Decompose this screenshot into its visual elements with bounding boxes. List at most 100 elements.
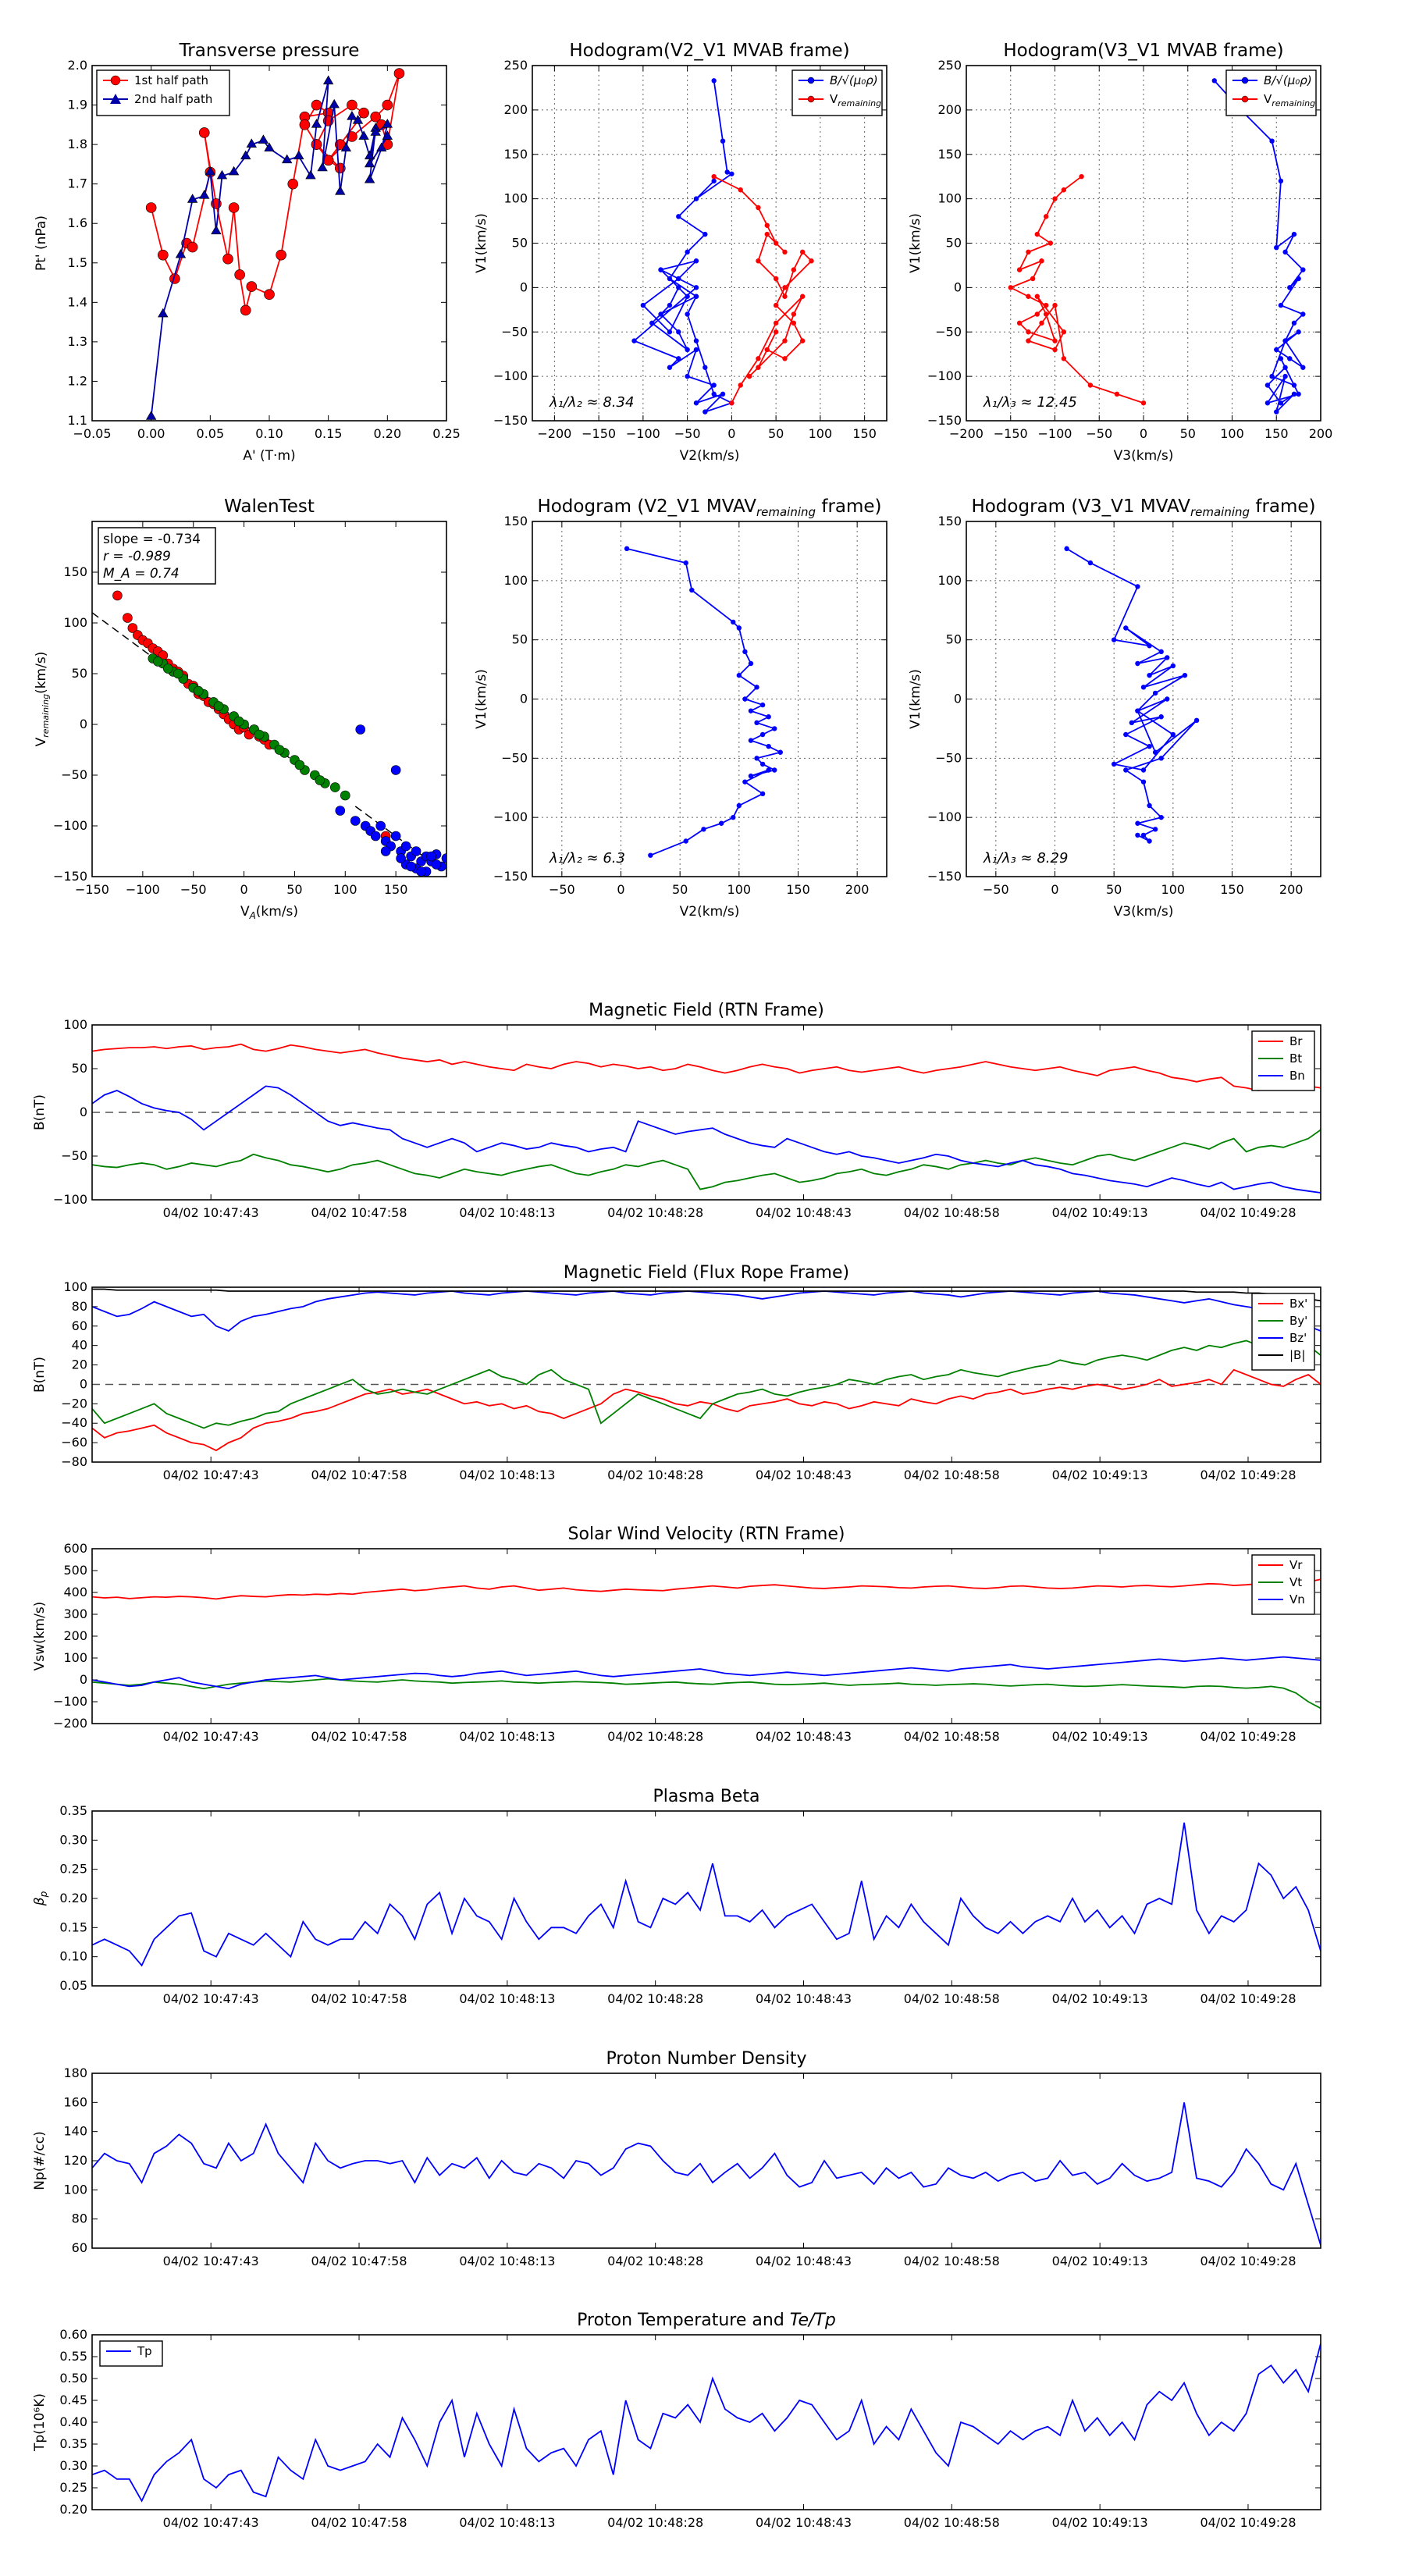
y-tick-label: 250 <box>937 58 962 73</box>
data-point <box>1278 302 1284 308</box>
data-point <box>667 329 673 335</box>
series-line-B/√(μ₀ρ) <box>632 80 734 413</box>
x-tick-label: 04/02 10:48:13 <box>459 2254 555 2268</box>
x-tick-label: 04/02 10:48:13 <box>459 1468 555 1482</box>
data-point <box>145 411 157 420</box>
legend-tpp: Tp <box>99 2340 163 2367</box>
data-point <box>322 75 334 85</box>
series-tpp-0 <box>92 2343 1321 2503</box>
data-point <box>1211 78 1218 84</box>
data-point <box>1264 400 1271 406</box>
data-point <box>711 78 717 84</box>
data-point <box>685 249 690 255</box>
stats-box <box>98 527 216 585</box>
series-line-B/√(μ₀ρ) <box>1214 80 1304 415</box>
x-tick-label: 04/02 10:49:13 <box>1052 1205 1148 1220</box>
data-point <box>748 708 754 713</box>
data-point <box>1165 696 1170 702</box>
data-point <box>759 791 766 797</box>
chart-title-h13: Hodogram(V3_V1 MVAB frame) <box>1003 41 1283 61</box>
x-tick-label: 04/02 10:47:58 <box>311 1205 407 1220</box>
x-tick-label: 04/02 10:47:43 <box>163 1468 259 1482</box>
y-tick-label: −50 <box>935 324 962 339</box>
x-tick-label: 04/02 10:47:58 <box>311 1468 407 1482</box>
data-point <box>640 302 646 308</box>
data-point <box>736 625 742 631</box>
data-point <box>335 186 346 195</box>
data-point <box>1026 294 1031 299</box>
data-point <box>305 169 316 180</box>
data-point <box>234 269 245 280</box>
data-point <box>1296 391 1301 397</box>
data-point <box>773 329 779 335</box>
data-point <box>1274 409 1279 415</box>
data-point <box>1291 320 1297 326</box>
data-point <box>1026 249 1031 255</box>
data-point <box>228 202 240 213</box>
data-point <box>764 231 770 237</box>
x-tick-label: 04/02 10:47:43 <box>163 1991 259 2006</box>
series-h23-1 <box>711 173 814 406</box>
data-point <box>1147 743 1152 749</box>
data-point <box>1052 338 1058 343</box>
data-point <box>1064 546 1069 552</box>
y-tick-label: 200 <box>503 102 528 117</box>
data-point <box>1287 285 1293 290</box>
data-point <box>658 267 663 272</box>
chart-h13r: Hodogram (V3_V1 MVAVremaining frame) −50 0… <box>908 496 1321 920</box>
data-point <box>1300 267 1306 272</box>
data-point <box>1140 767 1147 773</box>
data-point <box>746 373 752 379</box>
data-point <box>264 289 275 301</box>
chart-title-tpp: Proton Temperature and Te/Tp <box>577 2311 836 2330</box>
y-tick-label: 1.5 <box>68 255 87 270</box>
data-point <box>441 853 446 863</box>
data-point <box>205 165 216 176</box>
data-point <box>370 111 382 123</box>
y-tick-label: 150 <box>63 564 87 579</box>
y-tick-label: −50 <box>501 324 528 339</box>
data-point <box>317 162 328 172</box>
y-tick-label: 0.25 <box>59 1862 87 1877</box>
y-tick-label: 1.8 <box>68 137 87 151</box>
x-tick-label: 04/02 10:48:28 <box>607 2254 703 2268</box>
legend-box <box>1251 1554 1315 1615</box>
data-point <box>240 304 251 316</box>
data-point <box>1152 749 1158 755</box>
y-tick-label: 400 <box>63 1585 87 1599</box>
data-point <box>1291 391 1297 397</box>
y-tick-label: −150 <box>53 869 87 884</box>
data-point <box>676 285 681 290</box>
y-tick-label: −100 <box>493 809 528 824</box>
series-bfr-3 <box>92 1288 1321 1302</box>
data-point <box>1282 373 1288 379</box>
data-point <box>1034 294 1040 299</box>
chart-tpp: Proton Temperature and Te/Tp 04/02 10:47:… <box>32 2311 1321 2530</box>
x-tick-label: 04/02 10:49:13 <box>1052 1991 1148 2006</box>
data-point <box>724 169 730 175</box>
data-point <box>340 142 352 152</box>
y-tick-label: 100 <box>63 1650 87 1665</box>
data-point <box>1052 347 1058 353</box>
x-tick-label: 04/02 10:48:43 <box>756 1991 852 2006</box>
data-point <box>382 119 393 128</box>
y-tick-label: 0.50 <box>59 2371 87 2386</box>
data-point <box>702 409 708 415</box>
data-point <box>685 311 690 317</box>
data-point <box>1291 231 1297 237</box>
legend-label: Bz' <box>1289 1331 1307 1345</box>
y-tick-label: 0.05 <box>59 1978 87 1993</box>
y-tick-label: 0 <box>80 1672 87 1687</box>
x-tick-label: 200 <box>1279 882 1304 897</box>
data-point <box>1170 663 1176 669</box>
x-tick-label: −150 <box>994 426 1028 441</box>
y-tick-label: 50 <box>946 236 962 251</box>
data-point <box>685 294 690 299</box>
y-tick-label: −100 <box>53 1192 87 1207</box>
data-point <box>754 685 759 690</box>
plot-frame <box>966 65 1321 422</box>
data-point <box>766 767 771 773</box>
x-tick-label: −100 <box>1038 426 1072 441</box>
x-tick-label: 04/02 10:47:43 <box>163 2254 259 2268</box>
data-point <box>736 802 742 809</box>
